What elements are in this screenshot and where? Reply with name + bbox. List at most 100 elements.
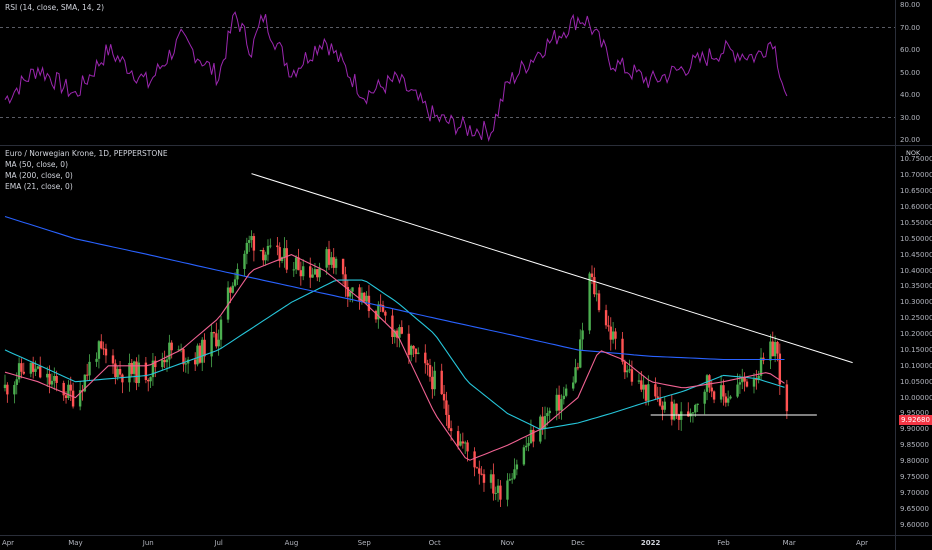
candle-body (564, 388, 568, 396)
time-tick-label: Jul (214, 539, 223, 547)
candle-body (604, 310, 608, 326)
candle-body (447, 414, 450, 429)
candle-body (212, 332, 216, 334)
candle-body (196, 345, 199, 365)
price-tick-label: 10.70000 (900, 171, 932, 180)
candle-body (132, 361, 136, 374)
candle-body (48, 373, 51, 385)
price-tick-label: 10.00000 (900, 393, 932, 402)
candle-body (283, 248, 286, 258)
candle-body (334, 258, 338, 268)
candle-body (541, 416, 544, 429)
candle-body (243, 253, 246, 269)
candle-body (743, 376, 746, 382)
candle-body (736, 384, 739, 397)
time-tick-label: Apr (855, 539, 869, 547)
candle-body (62, 382, 65, 396)
price-tick-label: 10.05000 (900, 377, 932, 386)
candle-body (301, 266, 305, 277)
candle-body (46, 373, 49, 378)
candle-body (29, 362, 33, 374)
rsi-tick-label: 70.00 (900, 23, 921, 32)
candle-body (276, 245, 279, 248)
rsi-tick-label: 60.00 (900, 46, 921, 54)
candle-body (316, 269, 319, 278)
candle-body (135, 361, 138, 384)
candle-body (379, 304, 382, 306)
candle-body (694, 404, 697, 413)
candle-body (581, 330, 584, 340)
ma200-line (4, 215, 785, 361)
candle-body (104, 348, 108, 356)
candle-body (31, 362, 35, 372)
candle-body (163, 359, 166, 363)
candle-body (233, 279, 237, 286)
candle-body (332, 257, 335, 268)
candle-body (374, 311, 378, 320)
rsi-tick-label: 80.00 (900, 1, 921, 9)
price-tick-label: 10.35000 (900, 282, 932, 291)
candle-body (149, 377, 152, 382)
candle-body (738, 382, 742, 385)
candle-body (363, 292, 366, 302)
candle-body (147, 379, 150, 382)
time-tick-label: Feb (717, 539, 730, 547)
candle-body (424, 352, 427, 364)
candle-body (116, 368, 119, 378)
candle-body (412, 345, 415, 349)
candle-body (365, 295, 368, 302)
candle-body (532, 429, 535, 442)
candle-body (111, 355, 115, 364)
candle-body (642, 384, 645, 390)
candle-body (722, 385, 725, 397)
candle-body (203, 339, 206, 357)
candle-body (247, 240, 251, 243)
candle-body (752, 379, 756, 387)
candle-body (137, 362, 141, 384)
candle-body (475, 467, 479, 469)
candle-body (677, 414, 681, 420)
candle-body (121, 374, 124, 383)
time-tick-label: Nov (500, 539, 515, 547)
candle-body (88, 361, 91, 376)
candle-body (771, 341, 774, 357)
candle-body (6, 384, 9, 395)
price-tick-label: 10.75000 (900, 155, 932, 164)
candle-body (492, 474, 495, 494)
candle-body (381, 305, 385, 312)
candle-body (456, 431, 460, 446)
candle-body (398, 327, 401, 338)
candle-body (384, 311, 387, 316)
candle-body (466, 442, 469, 452)
candle-body (327, 249, 331, 265)
time-tick-label: Apr (1, 539, 15, 547)
candle-body (712, 391, 716, 400)
candle-body (351, 287, 354, 292)
candle-body (757, 375, 760, 380)
candle-body (325, 249, 328, 268)
candle-body (440, 370, 443, 395)
time-tick-label: May (68, 539, 83, 547)
candle-body (637, 380, 641, 382)
candle-body (525, 445, 528, 448)
candle-body (100, 341, 103, 349)
candle-body (557, 394, 561, 411)
candle-body (515, 464, 519, 470)
candle-body (85, 374, 89, 376)
candle-body (496, 485, 500, 493)
price-tick-label: 9.60000 (900, 520, 929, 529)
candle-body (198, 345, 202, 363)
candle-body (154, 360, 157, 368)
candle-body (229, 287, 232, 293)
candle-body (22, 371, 25, 374)
candle-body (64, 395, 68, 399)
candle-body (250, 236, 253, 241)
candle-body (15, 379, 18, 385)
candle-body (647, 384, 650, 401)
candle-body (395, 330, 399, 338)
candle-body (449, 428, 453, 432)
candle-body (245, 242, 249, 254)
candle-body (177, 349, 180, 351)
candle-body (593, 277, 596, 295)
